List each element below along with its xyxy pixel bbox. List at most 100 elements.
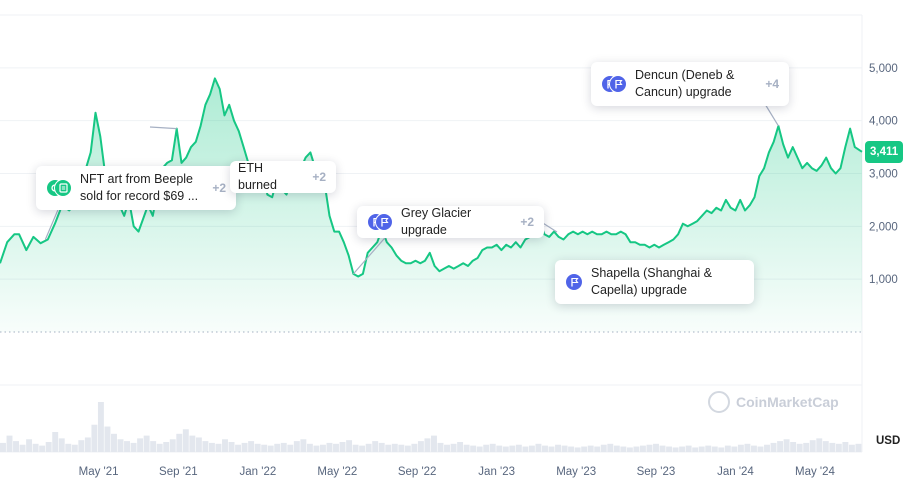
event-connector-line bbox=[44, 204, 61, 240]
volume-bar bbox=[535, 443, 542, 452]
volume-bar bbox=[711, 446, 718, 452]
volume-bar bbox=[391, 443, 398, 452]
volume-bar bbox=[555, 444, 562, 452]
coinmarketcap-logo-icon bbox=[708, 391, 730, 413]
axis-labels: 1,000 2,000 3,000 4,000 5,000 May '21 Sep '21 J… bbox=[79, 63, 898, 478]
event-more-count[interactable]: +2 bbox=[520, 214, 534, 229]
volume-bar bbox=[431, 435, 437, 452]
volume-bar bbox=[457, 442, 464, 452]
volume-bar bbox=[411, 443, 418, 452]
volume-bar bbox=[261, 444, 268, 452]
volume-bar bbox=[13, 441, 19, 452]
volume-bar bbox=[346, 440, 353, 452]
volume-bar bbox=[783, 439, 790, 452]
volume-bar bbox=[0, 442, 6, 452]
event-more-count[interactable]: +2 bbox=[212, 180, 226, 195]
event-text: Shapella (Shanghai & Capella) upgrade bbox=[591, 266, 712, 297]
volume-bar bbox=[300, 439, 307, 452]
volume-bar bbox=[522, 446, 529, 452]
event-connector-line bbox=[352, 231, 391, 275]
volume-bar bbox=[463, 444, 470, 452]
volume-bar bbox=[424, 438, 431, 452]
event-card-eth-burned[interactable]: ETH burned +2 bbox=[230, 161, 336, 193]
volume-bar bbox=[365, 443, 372, 452]
volume-bar bbox=[855, 443, 862, 452]
x-tick-label: May '24 bbox=[795, 466, 836, 478]
event-card-grey-glacier[interactable]: Grey Glacier upgrade +2 bbox=[357, 206, 544, 238]
volume-bar bbox=[208, 442, 215, 452]
x-tick-label: May '21 bbox=[79, 466, 119, 478]
event-text: NFT art from Beeple sold for record $69 … bbox=[80, 172, 199, 203]
volume-bar bbox=[528, 445, 535, 452]
volume-bar bbox=[143, 435, 150, 452]
volume-bar bbox=[848, 444, 855, 452]
event-text: ETH burned bbox=[238, 161, 277, 192]
volume-bar bbox=[235, 444, 242, 452]
volume-bar bbox=[195, 437, 202, 452]
volume-bar bbox=[228, 442, 235, 452]
blue-flag-icon bbox=[565, 273, 583, 291]
volume-bar bbox=[509, 445, 516, 452]
volume-bar bbox=[620, 446, 627, 452]
volume-bar bbox=[476, 446, 483, 452]
volume-bar bbox=[764, 444, 770, 452]
volume-bar bbox=[672, 447, 679, 452]
volume-bar bbox=[19, 444, 26, 452]
x-tick-label: Jan '24 bbox=[717, 466, 754, 478]
volume-bar bbox=[835, 443, 842, 452]
volume-bar bbox=[633, 446, 640, 452]
volume-bar bbox=[757, 446, 764, 452]
x-tick-label: Jan '23 bbox=[478, 466, 515, 478]
event-more-count[interactable]: +2 bbox=[312, 169, 326, 184]
volume-bar bbox=[450, 443, 457, 452]
volume-bar bbox=[182, 429, 189, 452]
volume-bar bbox=[378, 442, 385, 452]
volume-bar bbox=[84, 437, 91, 452]
x-tick-label: May '23 bbox=[556, 466, 596, 478]
blue-flag-icon bbox=[609, 75, 627, 93]
volume-bar bbox=[659, 445, 666, 452]
volume-bar bbox=[117, 439, 124, 452]
volume-bar bbox=[163, 442, 170, 452]
volume-bar bbox=[45, 442, 52, 452]
volume-bar bbox=[626, 447, 633, 452]
volume-bar bbox=[404, 445, 411, 452]
volume-bar bbox=[6, 435, 13, 452]
volume-bar bbox=[417, 441, 424, 452]
x-tick-label: Sep '23 bbox=[637, 466, 676, 478]
volume-bar bbox=[326, 442, 333, 452]
volume-bar bbox=[822, 441, 829, 452]
current-price-tag: 3,411 bbox=[865, 141, 904, 163]
volume-bar bbox=[809, 440, 816, 452]
volume-bar bbox=[248, 441, 255, 452]
volume-bar bbox=[705, 445, 712, 452]
event-icons bbox=[367, 213, 393, 231]
green-document-icon bbox=[54, 179, 72, 197]
event-card-shapella[interactable]: Shapella (Shanghai & Capella) upgrade bbox=[555, 260, 754, 304]
volume-bar bbox=[111, 433, 117, 452]
currency-label: USD bbox=[876, 435, 901, 447]
event-card-dencun[interactable]: Dencun (Deneb & Cancun) upgrade +4 bbox=[591, 62, 789, 106]
volume-bar bbox=[483, 444, 490, 452]
volume-bar bbox=[581, 446, 588, 452]
volume-bar bbox=[561, 445, 568, 452]
event-icons bbox=[601, 75, 627, 93]
event-card-beeple[interactable]: NFT art from Beeple sold for record $69 … bbox=[36, 166, 236, 210]
volume-bar bbox=[594, 446, 601, 452]
event-icons bbox=[46, 179, 72, 197]
volume-bar bbox=[770, 442, 777, 452]
volume-bar bbox=[587, 445, 594, 452]
volume-bar bbox=[104, 426, 111, 452]
volume-bar bbox=[359, 445, 366, 452]
volume-bar bbox=[124, 441, 131, 452]
event-more-count[interactable]: +4 bbox=[765, 76, 779, 91]
volume-bar bbox=[724, 445, 731, 452]
volume-bar bbox=[842, 442, 849, 452]
volume-bar bbox=[372, 441, 379, 452]
volume-bar bbox=[293, 441, 300, 452]
volume-bar bbox=[489, 443, 496, 452]
volume-bar bbox=[600, 444, 607, 452]
volume-bar bbox=[816, 438, 823, 452]
volume-bar bbox=[267, 445, 274, 452]
volume-bar bbox=[750, 445, 757, 452]
